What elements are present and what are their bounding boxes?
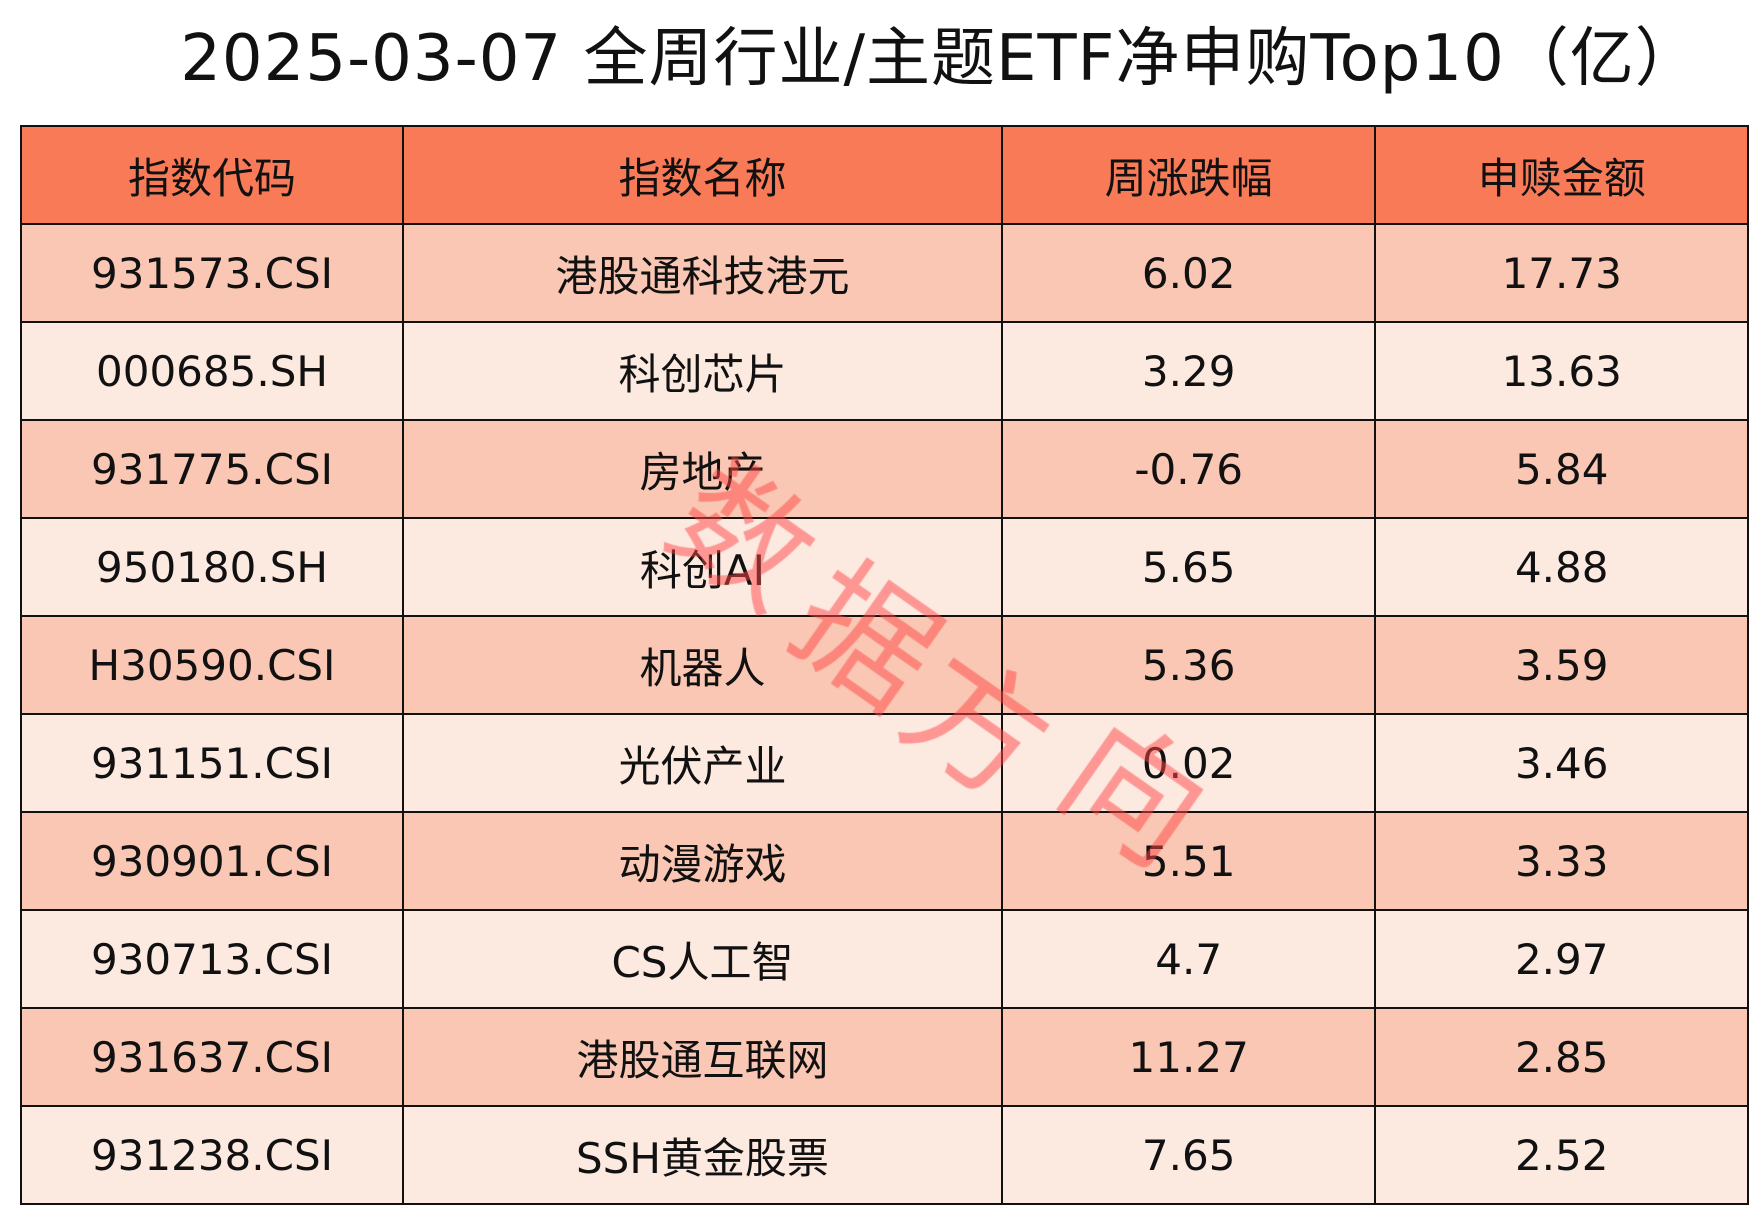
cell-code: 000685.SH [20,321,404,421]
cell-name: 房地产 [401,419,1003,519]
cell-amount: 2.52 [1374,1105,1749,1205]
cell-name: 科创AI [401,517,1003,617]
cell-code: 931573.CSI [20,223,404,323]
cell-name: 动漫游戏 [401,811,1003,911]
cell-amount: 5.84 [1374,419,1749,519]
header-change: 周涨跌幅 [1000,125,1377,225]
cell-name: 光伏产业 [401,713,1003,813]
table-row: H30590.CSI 机器人 5.36 3.59 [20,615,1749,715]
cell-name: 机器人 [401,615,1003,715]
cell-amount: 3.59 [1374,615,1749,715]
cell-change: 5.65 [1000,517,1377,617]
cell-name: CS人工智 [401,909,1003,1009]
cell-change: 6.02 [1000,223,1377,323]
header-code: 指数代码 [20,125,404,225]
header-row: 指数代码 指数名称 周涨跌幅 申赎金额 [20,125,1749,225]
cell-code: 931238.CSI [20,1105,404,1205]
cell-amount: 2.85 [1374,1007,1749,1107]
cell-amount: 3.46 [1374,713,1749,813]
cell-name: 港股通互联网 [401,1007,1003,1107]
table-row: 931573.CSI 港股通科技港元 6.02 17.73 [20,223,1749,323]
cell-name: 科创芯片 [401,321,1003,421]
cell-code: 930901.CSI [20,811,404,911]
cell-code: 931151.CSI [20,713,404,813]
cell-change: 3.29 [1000,321,1377,421]
etf-table: 指数代码 指数名称 周涨跌幅 申赎金额 931573.CSI 港股通科技港元 6.0… [20,125,1749,1205]
table-row: 930901.CSI 动漫游戏 5.51 3.33 [20,811,1749,911]
cell-code: H30590.CSI [20,615,404,715]
table-row: 950180.SH 科创AI 5.65 4.88 [20,517,1749,617]
cell-name: SSH黄金股票 [401,1105,1003,1205]
cell-name: 港股通科技港元 [401,223,1003,323]
cell-amount: 13.63 [1374,321,1749,421]
cell-amount: 4.88 [1374,517,1749,617]
cell-change: 11.27 [1000,1007,1377,1107]
cell-amount: 3.33 [1374,811,1749,911]
table-row: 000685.SH 科创芯片 3.29 13.63 [20,321,1749,421]
header-name: 指数名称 [401,125,1003,225]
cell-change: 4.7 [1000,909,1377,1009]
cell-amount: 2.97 [1374,909,1749,1009]
cell-change: 7.65 [1000,1105,1377,1205]
table-row: 931238.CSI SSH黄金股票 7.65 2.52 [20,1105,1749,1205]
cell-code: 950180.SH [20,517,404,617]
cell-code: 931775.CSI [20,419,404,519]
cell-code: 931637.CSI [20,1007,404,1107]
cell-code: 930713.CSI [20,909,404,1009]
cell-change: -0.76 [1000,419,1377,519]
header-amount: 申赎金额 [1374,125,1749,225]
table-row: 931151.CSI 光伏产业 0.02 3.46 [20,713,1749,813]
cell-change: 5.51 [1000,811,1377,911]
cell-amount: 17.73 [1374,223,1749,323]
cell-change: 5.36 [1000,615,1377,715]
table-row: 931775.CSI 房地产 -0.76 5.84 [20,419,1749,519]
cell-change: 0.02 [1000,713,1377,813]
table-row: 930713.CSI CS人工智 4.7 2.97 [20,909,1749,1009]
page-title: 2025-03-07 全周行业/主题ETF净申购Top10（亿） [180,22,1700,96]
table-row: 931637.CSI 港股通互联网 11.27 2.85 [20,1007,1749,1107]
